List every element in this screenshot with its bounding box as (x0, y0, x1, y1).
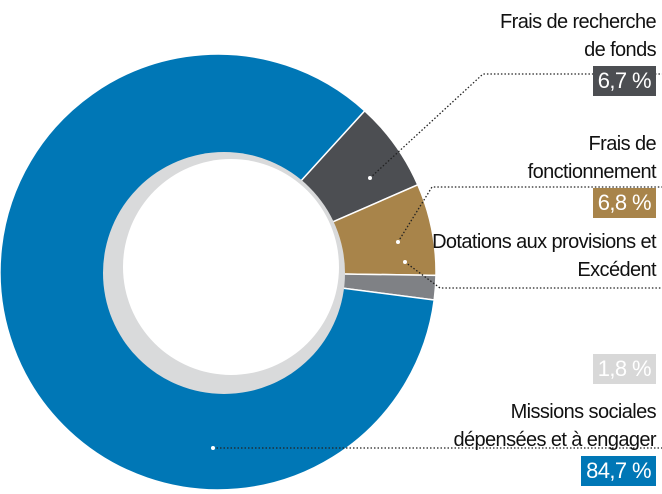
category-label: Frais de recherche de fonds (500, 11, 657, 61)
leader-dot (403, 260, 407, 264)
leader-line (397, 186, 662, 243)
leader-line (404, 261, 662, 289)
value-label: 84,7 % (581, 456, 656, 486)
value-label: 6,8 % (592, 188, 656, 218)
label: Dotations aux provisions et Excédent 1,8 … (426, 228, 657, 384)
label: Frais de fonctionnement 6,8 % (506, 130, 657, 218)
leader-dot (211, 446, 215, 450)
category-label: Missions sociales dépensées et à engager (453, 401, 656, 451)
value-label: 1,8 % (592, 354, 656, 384)
category-label: Dotations aux provisions et Excédent (432, 231, 657, 281)
inner-hole (123, 159, 339, 375)
leader-dot (396, 240, 400, 244)
label: Frais de recherche de fonds 6,7 % (476, 8, 657, 96)
value-label: 6,7 % (592, 66, 656, 96)
label: Missions sociales dépensées et à engager… (416, 398, 657, 486)
category-label: Frais de fonctionnement (527, 133, 657, 183)
leader-dot (368, 176, 372, 180)
